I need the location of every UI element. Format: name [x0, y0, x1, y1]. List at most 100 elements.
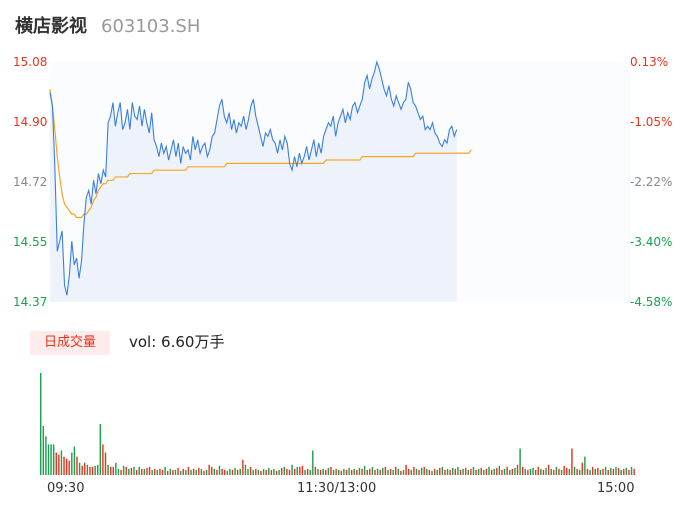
volume-bar [122, 465, 125, 475]
volume-bar [623, 468, 625, 475]
volume-bar [431, 470, 433, 475]
volume-bar [141, 468, 143, 475]
volume-bar [379, 469, 381, 475]
volume-bar [89, 466, 91, 475]
volume-bar [120, 469, 122, 475]
volume-bar [270, 469, 273, 475]
volume-bar [428, 469, 431, 475]
volume-bar [91, 466, 94, 475]
volume-bar [99, 424, 102, 475]
volume-bar [50, 444, 52, 475]
volume-bar [301, 465, 304, 475]
volume-bar [216, 469, 218, 475]
volume-bar [205, 469, 208, 475]
volume-bar [581, 462, 584, 475]
volume-bar [483, 469, 485, 475]
volume-bar [400, 470, 402, 475]
volume-bar [40, 373, 42, 475]
volume-bar [550, 468, 552, 475]
volume-bar [558, 468, 560, 475]
volume-bar [553, 469, 555, 475]
volume-bar [306, 468, 309, 475]
volume-bar [94, 465, 96, 475]
volume-bar [472, 466, 475, 475]
volume-bar [568, 468, 571, 475]
volume-bar [547, 464, 550, 475]
volume-bar [420, 467, 423, 475]
volume-bar [257, 469, 260, 475]
volume-bar [415, 468, 418, 475]
volume-bar [288, 469, 291, 475]
volume-bar [361, 468, 363, 475]
volume-bar [433, 468, 436, 475]
volume-bar [312, 450, 314, 475]
volume-bar [498, 465, 501, 475]
volume-bar [506, 466, 508, 475]
daily-volume-tab[interactable]: 日成交量 [30, 331, 110, 355]
volume-bar [615, 466, 617, 475]
volume-bar [503, 468, 506, 475]
volume-bar [397, 468, 400, 475]
volume-bar [439, 467, 441, 475]
volume-bar [578, 469, 581, 475]
volume-bar [529, 468, 532, 475]
volume-bar [338, 469, 340, 475]
volume-bar [234, 467, 236, 475]
stock-name: 横店影视 [15, 16, 87, 37]
volume-bar [159, 468, 161, 475]
volume-bar [104, 452, 107, 475]
volume-bar [154, 468, 156, 475]
volume-bar [47, 444, 50, 475]
volume-bar [231, 469, 234, 475]
volume-readout: vol: 6.60万手 [129, 333, 225, 351]
volume-bar [208, 464, 210, 475]
volume-bar [382, 467, 384, 475]
volume-bar [63, 456, 65, 475]
volume-bar [112, 466, 114, 475]
volume-bar [563, 465, 565, 475]
volume-bar [452, 467, 454, 475]
volume-bar [179, 470, 182, 475]
pct-tick-4: -4.58% [630, 295, 673, 309]
volume-bar [322, 468, 324, 475]
volume-bar [161, 469, 164, 475]
volume-bar [410, 469, 412, 475]
volume-bar [169, 468, 171, 475]
volume-bar [138, 466, 140, 475]
volume-bar [45, 436, 47, 475]
volume-bar [566, 467, 568, 475]
price-tick-1: 14.90 [13, 115, 48, 129]
volume-bar [52, 444, 55, 475]
volume-bar [335, 468, 337, 475]
volume-bar [117, 468, 120, 475]
volume-bar [247, 468, 249, 475]
volume-bar [286, 468, 288, 475]
price-tick-2: 14.72 [13, 175, 48, 189]
volume-bar [192, 468, 195, 475]
volume-bar [319, 469, 322, 475]
volume-bar [407, 468, 410, 475]
volume-bar [97, 464, 99, 475]
volume-bar [511, 468, 514, 475]
volume-bar [457, 466, 459, 475]
volume-bar [446, 468, 449, 475]
volume-bar [374, 469, 376, 475]
volume-bar [330, 466, 332, 475]
price-tick-4: 14.37 [13, 295, 48, 309]
volume-bar [350, 469, 353, 475]
volume-bar [291, 464, 293, 475]
volume-bar [540, 468, 542, 475]
volume-bar [366, 469, 368, 475]
volume-bar [363, 465, 366, 475]
volume-bar [211, 466, 213, 475]
volume-bar [84, 462, 86, 475]
volume-bar [125, 466, 127, 475]
volume-bar [317, 468, 319, 475]
volume-bar [444, 469, 446, 475]
volume-bar [628, 469, 630, 475]
volume-bar [58, 454, 60, 475]
volume-bar [625, 467, 628, 475]
volume-bar [156, 469, 159, 475]
volume-bar [353, 468, 355, 475]
volume-bar [278, 469, 280, 475]
